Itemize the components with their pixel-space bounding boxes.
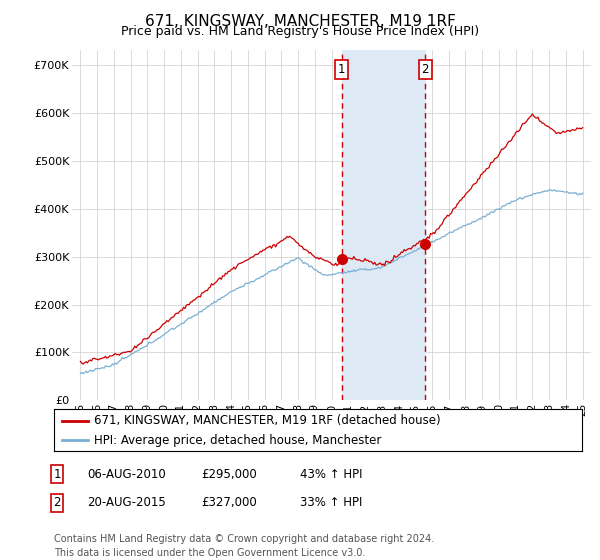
Text: 671, KINGSWAY, MANCHESTER, M19 1RF (detached house): 671, KINGSWAY, MANCHESTER, M19 1RF (deta… (94, 414, 440, 427)
Text: 1: 1 (53, 468, 61, 481)
Text: 06-AUG-2010: 06-AUG-2010 (87, 468, 166, 481)
Text: 671, KINGSWAY, MANCHESTER, M19 1RF: 671, KINGSWAY, MANCHESTER, M19 1RF (145, 14, 455, 29)
Text: 33% ↑ HPI: 33% ↑ HPI (300, 496, 362, 510)
Text: Price paid vs. HM Land Registry's House Price Index (HPI): Price paid vs. HM Land Registry's House … (121, 25, 479, 38)
Text: 1: 1 (338, 63, 345, 76)
Bar (341, 50, 425, 400)
Text: 2: 2 (422, 63, 429, 76)
Text: £295,000: £295,000 (201, 468, 257, 481)
Text: 43% ↑ HPI: 43% ↑ HPI (300, 468, 362, 481)
Text: Contains HM Land Registry data © Crown copyright and database right 2024.
This d: Contains HM Land Registry data © Crown c… (54, 534, 434, 558)
Text: 2: 2 (53, 496, 61, 510)
Text: HPI: Average price, detached house, Manchester: HPI: Average price, detached house, Manc… (94, 434, 381, 447)
Text: £327,000: £327,000 (201, 496, 257, 510)
Text: 20-AUG-2015: 20-AUG-2015 (87, 496, 166, 510)
